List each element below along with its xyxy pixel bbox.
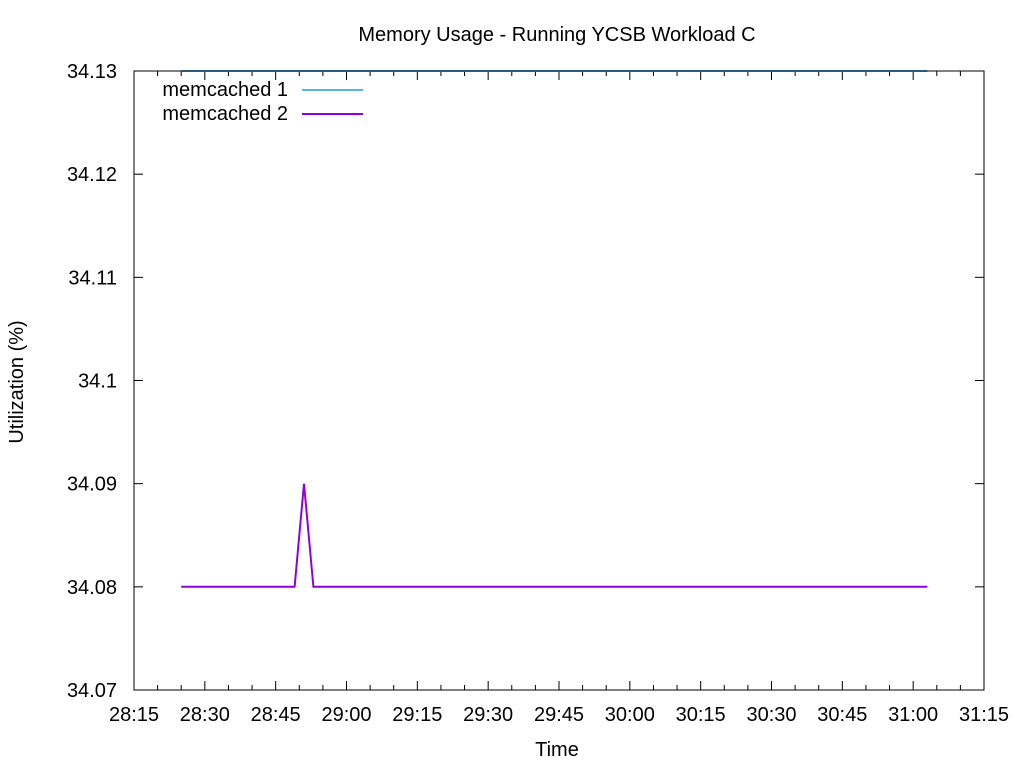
x-tick-label: 30:15 — [676, 704, 726, 726]
legend-label-1: memcached 1 — [162, 79, 288, 101]
y-tick-label: 34.11 — [68, 267, 117, 289]
series-line-2 — [181, 483, 928, 588]
x-tick-label: 28:30 — [180, 704, 230, 726]
y-tick-label: 34.13 — [67, 61, 117, 83]
x-tick-label: 28:45 — [251, 704, 301, 726]
y-tick-label: 34.1 — [78, 371, 117, 393]
y-tick-label: 34.07 — [67, 680, 117, 702]
x-tick-label: 29:45 — [534, 704, 584, 726]
x-tick-label: 28:15 — [109, 704, 159, 726]
x-tick-label: 31:00 — [888, 704, 938, 726]
y-tick-label: 34.12 — [67, 164, 117, 186]
x-tick-label: 31:15 — [959, 704, 1009, 726]
y-axis-label: Utilization (%) — [6, 320, 28, 443]
x-tick-label: 29:30 — [463, 704, 513, 726]
plot-lines — [181, 70, 928, 588]
x-tick-label: 30:45 — [817, 704, 867, 726]
plot-area-border — [133, 70, 985, 691]
y-tick-label: 34.08 — [67, 577, 117, 599]
axis-ticks: 28:15 28:30 28:45 29:00 29:15 29:30 29:45 30:00… — [67, 61, 1009, 726]
x-tick-label: 29:15 — [392, 704, 442, 726]
y-tick-label: 34.09 — [67, 474, 117, 496]
x-tick-label: 29:00 — [321, 704, 371, 726]
x-tick-label: 30:00 — [605, 704, 655, 726]
chart-title: Memory Usage - Running YCSB Workload C — [358, 24, 755, 46]
x-axis-label: Time — [535, 739, 579, 761]
x-tick-label: 30:30 — [746, 704, 796, 726]
legend-label-2: memcached 2 — [162, 103, 288, 125]
